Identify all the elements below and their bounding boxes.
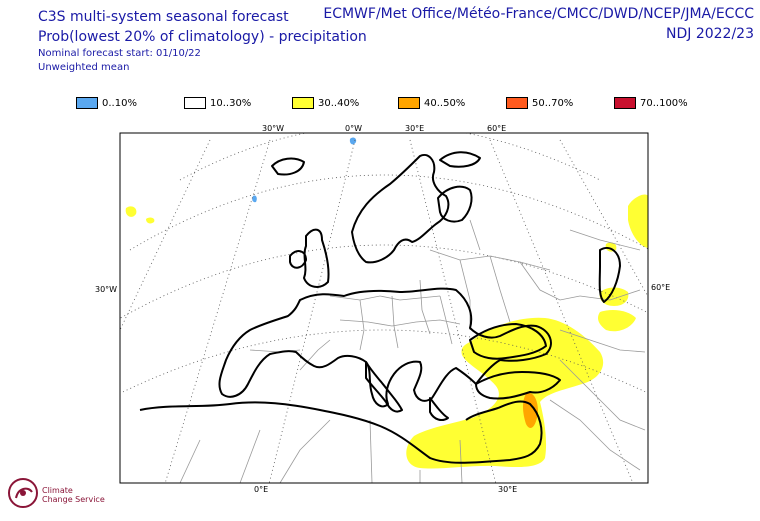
chart-title: C3S multi-system seasonal forecast [38,9,289,25]
forecast-period: NDJ 2022/23 [666,26,754,42]
coast-europe-main [218,287,552,408]
legend: 0..10% 10..30% 30..40% 40..50% 50..70% 7… [0,96,760,110]
climate-logo-icon [8,478,38,508]
title-right-block: ECMWF/Met Office/Météo-France/CMCC/DWD/N… [323,4,754,44]
probability-shading [125,137,648,469]
forecast-start: Nominal forecast start: 01/10/22 [38,48,201,59]
legend-label-1: 10..30% [210,97,252,109]
coast-africa [139,400,543,464]
legend-swatch-3 [398,97,420,109]
lon-label-bottom-30e: 30°E [498,485,517,494]
shade-0-10-iceland-n [349,137,357,145]
legend-item-3: 40..50% [398,96,465,110]
border-line [549,399,641,471]
graticule-lat [129,174,648,251]
border-line [559,359,646,431]
legend-item-0: 0..10% [76,96,137,110]
border-line [569,229,641,251]
mean-type: Unweighted mean [38,62,130,73]
border-line [439,295,453,345]
border-line [359,299,365,351]
lon-label-left-30w: 30°W [95,285,117,294]
map-frame [119,132,649,484]
legend-label-2: 30..40% [318,97,360,109]
coast-greece [429,397,449,421]
coast-scandinavia [351,154,450,264]
legend-label-0: 0..10% [102,97,137,109]
legend-item-1: 10..30% [184,96,251,110]
border-line [299,339,331,371]
graticule-lon [559,139,648,298]
lon-label-top-60e: 60°E [487,124,506,133]
shade-30-40-atlantic [125,206,137,217]
forecast-centres: ECMWF/Met Office/Météo-France/CMCC/DWD/N… [323,6,754,22]
lon-label-bottom-0e: 0°E [254,485,268,494]
coast-caspian [598,247,621,303]
graticule-lat [179,133,601,181]
lon-label-right-60e: 60°E [651,283,670,292]
border-line [489,255,511,323]
border-line [459,439,463,483]
border-line [369,419,373,483]
border-line [469,219,481,251]
shade-30-40-eastmed [406,317,604,469]
coast-iceland [271,157,305,176]
legend-label-4: 50..70% [532,97,574,109]
lon-label-top-0w: 0°W [345,124,362,133]
legend-swatch-0 [76,97,98,109]
title-block: C3S multi-system seasonal forecast Prob(… [38,7,367,75]
legend-swatch-2 [292,97,314,109]
legend-swatch-1 [184,97,206,109]
lon-label-top-30e: 30°E [405,124,424,133]
legend-swatch-5 [614,97,636,109]
legend-label-3: 40..50% [424,97,466,109]
legend-item-4: 50..70% [506,96,573,110]
logo-text: Climate Change Service [42,486,105,504]
coastlines [139,151,621,464]
graticule-lon [164,139,271,483]
logo-line2: Change Service [42,495,105,504]
chart-subtitle: Prob(lowest 20% of climatology) - precip… [38,29,367,45]
coast-britain [303,228,330,288]
border-line [339,319,461,327]
coast-blacksea [469,323,547,360]
shade-30-40-atlantic-2 [146,217,155,224]
border-line [459,259,471,330]
border-line [279,419,331,483]
legend-swatch-4 [506,97,528,109]
graticule [120,133,648,483]
border-line [329,295,441,301]
coast-finland [437,185,473,223]
country-borders [179,219,646,483]
border-line [179,439,201,483]
border-line [391,295,399,349]
shade-30-40-eastcoast-ne [628,194,648,248]
border-line [519,261,581,301]
copernicus-logo: Climate Change Service [6,476,116,518]
map-background [120,133,648,483]
graticule-lon [489,139,634,483]
coast-kola [439,151,481,168]
coast-turkey [475,371,561,400]
shade-0-10-atlantic [252,195,257,203]
border-line [239,429,261,483]
shade-30-40-iran [598,310,636,332]
coast-italy [365,361,403,413]
shade-30-40-caspian-e [599,287,629,306]
border-line [579,289,641,301]
coast-ireland [289,250,307,269]
border-line [559,329,646,353]
legend-item-5: 70..100% [614,96,688,110]
legend-item-2: 30..40% [292,96,359,110]
logo-line1: Climate [42,486,73,495]
lon-label-top-30w: 30°W [262,124,284,133]
legend-label-5: 70..100% [640,97,688,109]
